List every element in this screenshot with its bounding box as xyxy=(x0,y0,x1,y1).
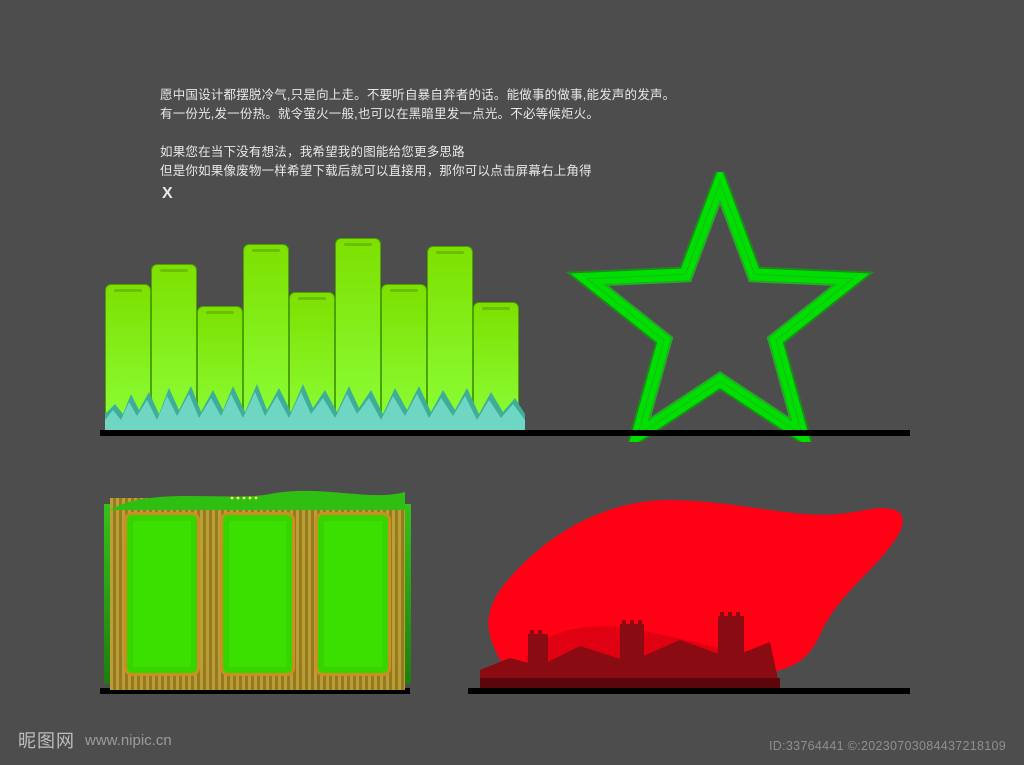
watermark: 昵图网 www.nipic.cn xyxy=(18,727,172,753)
base-line-top xyxy=(100,430,910,436)
intro-line: 有一份光,发一份热。就令萤火一般,也可以在黑暗里发一点光。不必等候炬火。 xyxy=(160,105,675,124)
artboard: 愿中国设计都摆脱冷气,只是向上走。不要听自暴自弃者的话。能做事的做事,能发声的发… xyxy=(0,0,1024,765)
flag-wall-graphic xyxy=(470,470,910,692)
intro-line: 如果您在当下没有想法，我希望我的图能给您更多思路 xyxy=(160,143,675,162)
great-wall-dark xyxy=(480,678,780,688)
intro-line: 愿中国设计都摆脱冷气,只是向上走。不要听自暴自弃者的话。能做事的做事,能发声的发… xyxy=(160,86,675,105)
meta-id: 33764441 xyxy=(786,739,844,753)
watermark-meta: ID:33764441 ©:20230703084437218109 xyxy=(769,739,1006,753)
meta-timestamp: ©:20230703084437218109 xyxy=(848,739,1006,753)
crowd-silhouette xyxy=(105,370,525,434)
skyline-graphic xyxy=(105,234,525,434)
meta-id-prefix: ID: xyxy=(769,739,786,753)
board-frames xyxy=(124,512,391,676)
board-edge-left xyxy=(104,504,110,684)
board-frame xyxy=(315,512,391,676)
display-board-graphic xyxy=(110,498,405,690)
board-edge-right xyxy=(405,504,411,684)
topcap-wave xyxy=(110,491,405,510)
board-frame xyxy=(220,512,296,676)
star-outline-graphic xyxy=(560,172,910,442)
star-band xyxy=(568,172,872,442)
board-frame xyxy=(124,512,200,676)
watermark-logo-text: 昵图网 xyxy=(18,727,75,753)
board-top-cap xyxy=(110,488,405,510)
intro-paragraph-1: 愿中国设计都摆脱冷气,只是向上走。不要听自暴自弃者的话。能做事的做事,能发声的发… xyxy=(160,86,675,125)
watermark-url: www.nipic.cn xyxy=(85,732,172,749)
